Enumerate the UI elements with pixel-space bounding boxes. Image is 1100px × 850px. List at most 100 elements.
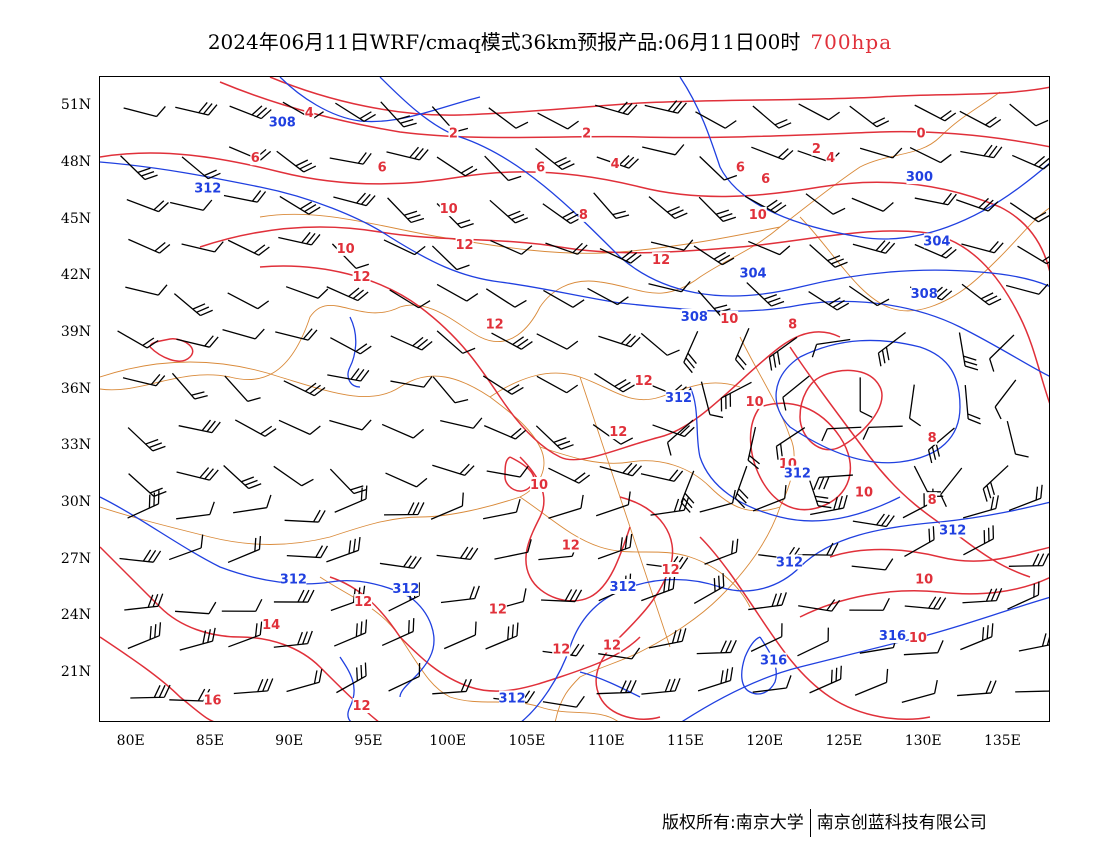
wind-barb: [849, 105, 890, 128]
wind-barb: [848, 285, 890, 307]
temperature-contours: [100, 77, 1049, 721]
wind-barb: [698, 196, 737, 223]
contour-label-bg: [661, 562, 680, 577]
wind-barb: [545, 242, 588, 255]
contour-label-bg: [681, 308, 708, 324]
lat-label: 33N: [60, 437, 91, 454]
wind-barb: [641, 575, 676, 602]
contour-label-bg: [269, 114, 296, 130]
contour-label-bg: [652, 252, 671, 268]
lon-label: 135E: [983, 733, 1021, 749]
wind-barb: [494, 539, 532, 560]
inner-boundary-2: [539, 446, 781, 512]
wind-barb: [598, 647, 641, 660]
contour-label-bg: [336, 240, 355, 256]
footer-right: 南京创蓝科技有限公司: [816, 813, 987, 833]
contour-label-bg: [352, 269, 371, 285]
wind-barb: [128, 238, 171, 254]
wind-barb: [173, 293, 213, 317]
lon-label: 100E: [429, 733, 467, 749]
lon-label: 130E: [904, 733, 942, 749]
wind-barb: [390, 335, 433, 351]
wind-barb: [181, 156, 221, 180]
contour-label-bg: [552, 641, 571, 657]
wind-barb: [127, 622, 162, 650]
wind-barb: [982, 465, 1009, 502]
wind-barb: [1006, 420, 1029, 458]
contour-label-bg: [735, 159, 746, 175]
contour-label-bg: [530, 477, 549, 492]
height-label: 312: [609, 580, 636, 595]
wind-barb: [431, 245, 470, 271]
temperature-label: 4: [305, 106, 314, 121]
contour-label-bg: [499, 690, 526, 706]
wind-barb: [697, 667, 734, 692]
contour-label-bg: [581, 125, 592, 141]
temperature-label: 8: [928, 431, 937, 446]
forecast-map[interactable]: 4 2 2 2 0 4 4 6 6 6 6 6 10 8 10 12 10 12 12 12 10 8 12 10 12 10 8 1…: [99, 76, 1050, 722]
height-label: 308: [269, 115, 296, 130]
wind-barb: [381, 618, 415, 647]
wind-barb: [909, 147, 952, 164]
contour-label-bg: [748, 206, 767, 222]
wind-barb: [854, 668, 889, 696]
wind-barb: [273, 465, 314, 487]
lon-label: 90E: [275, 733, 304, 749]
contour-label-bg: [740, 265, 767, 281]
wind-barb: [228, 621, 263, 648]
contour-label-bg: [923, 233, 950, 249]
inner-boundary-4: [579, 376, 671, 648]
wind-barb: [959, 110, 1002, 128]
contour-label-bg: [602, 637, 621, 653]
wind-barb: [594, 373, 635, 393]
contour-label-bg: [634, 373, 653, 389]
temperature-label: 12: [652, 253, 670, 268]
wind-barb: [693, 573, 725, 605]
contour-label-bg: [535, 159, 546, 175]
temperature-label: 12: [609, 425, 627, 440]
wind-barb: [640, 332, 680, 356]
wind-barb: [286, 668, 323, 693]
mongolia-border: [259, 213, 781, 254]
wind-barb: [329, 152, 372, 165]
lon-label: 95E: [354, 733, 383, 749]
wind-barb: [223, 190, 267, 203]
height-label: 312: [939, 523, 966, 538]
wind-barb: [334, 485, 368, 513]
wind-barb: [436, 330, 476, 354]
wind-barb: [284, 509, 326, 523]
wind-barb: [821, 426, 862, 442]
contour-label-bg: [776, 554, 803, 570]
wind-barb: [176, 335, 219, 348]
wind-barb: [329, 419, 372, 431]
contour-label-bg: [448, 125, 459, 141]
wind-barb: [227, 535, 262, 564]
height-label: 312: [499, 691, 526, 706]
footer-divider: [809, 809, 811, 837]
wind-barb: [597, 533, 633, 560]
lat-label: 36N: [60, 380, 91, 397]
contour-label-bg: [854, 484, 873, 500]
wind-barb: [1005, 283, 1049, 295]
wind-barb: [168, 534, 204, 561]
temperature-label: 8: [788, 317, 797, 332]
height-label: 308: [681, 310, 708, 325]
temperature-label: 12: [489, 603, 507, 618]
wind-barb: [491, 332, 533, 350]
wind-barb: [333, 192, 376, 207]
wind-barb: [388, 662, 421, 692]
contour-label-bg: [720, 310, 739, 326]
wind-barb: [914, 192, 957, 206]
wind-barb: [227, 239, 270, 256]
wind-barb: [548, 494, 584, 519]
temperature-label: 6: [736, 161, 745, 176]
wind-barb: [171, 372, 208, 400]
temperature-label: 12: [562, 538, 580, 553]
temperature-label: 12: [603, 639, 621, 654]
wind-barb: [962, 495, 999, 519]
contour-label-bg: [194, 180, 221, 196]
wind-barb: [273, 630, 313, 648]
lon-label: 125E: [825, 733, 863, 749]
contour-label-bg: [908, 630, 927, 645]
